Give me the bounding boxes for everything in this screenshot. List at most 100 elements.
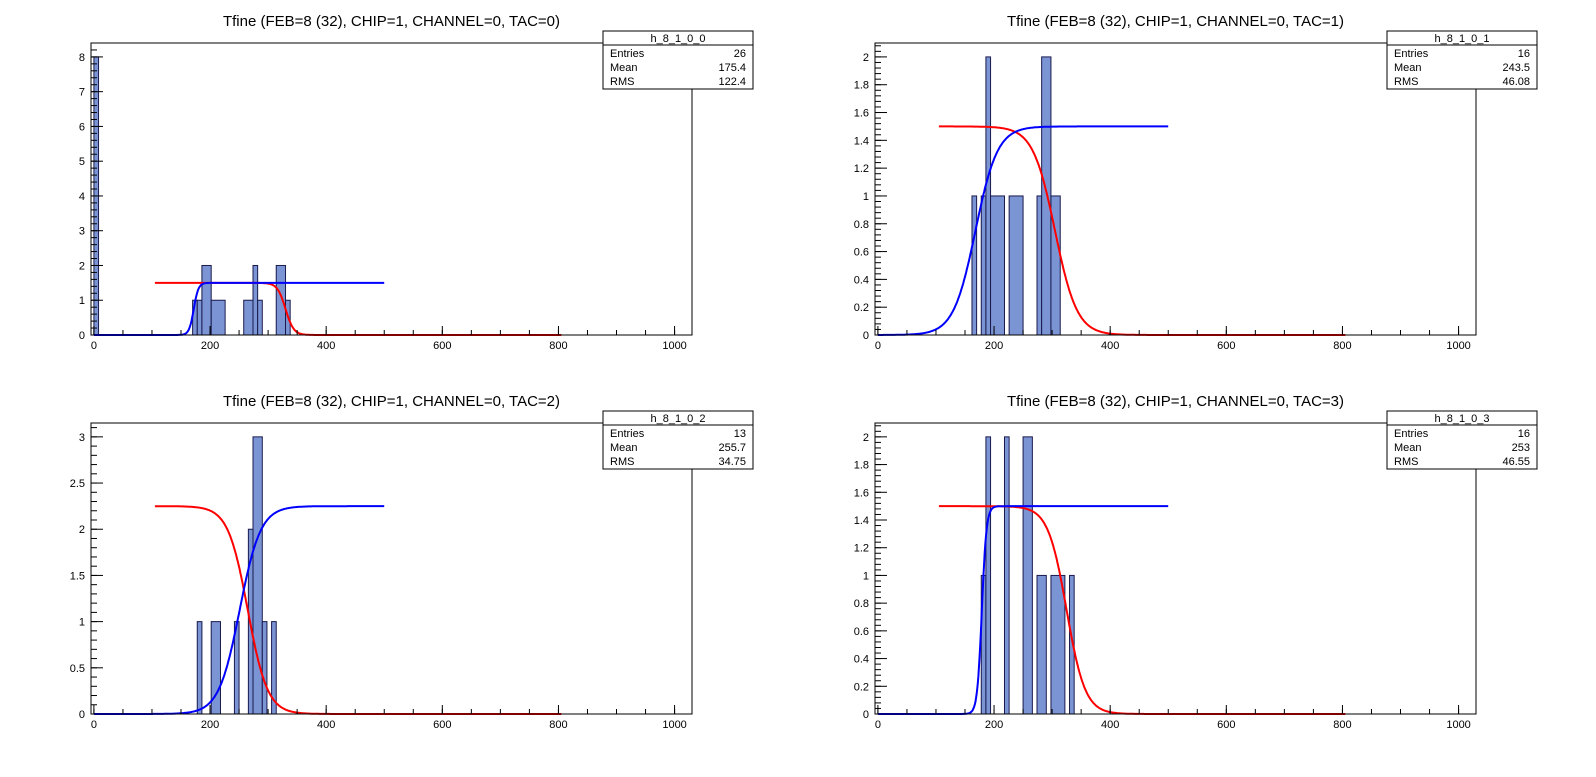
histogram-bin xyxy=(1008,195,1024,336)
chart-title: Tfine (FEB=8 (32), CHIP=1, CHANNEL=0, TA… xyxy=(1007,393,1344,410)
stats-value: 243.5 xyxy=(1502,62,1530,74)
histogram-bin xyxy=(257,299,263,336)
y-tick-label: 0 xyxy=(863,709,869,721)
stats-box xyxy=(1386,30,1538,90)
fit-curve-blue xyxy=(93,281,385,336)
y-tick-label: 3 xyxy=(79,226,85,238)
stats-label: Entries xyxy=(610,48,645,60)
y-tick-label: 0.6 xyxy=(854,626,869,638)
histogram-bin xyxy=(1022,436,1033,715)
y-tick-label: 1.2 xyxy=(854,163,869,175)
y-tick-label: 2.5 xyxy=(70,478,85,490)
x-tick-label: 800 xyxy=(1333,340,1351,352)
y-tick-label: 1.5 xyxy=(70,570,85,582)
chart-title: Tfine (FEB=8 (32), CHIP=1, CHANNEL=0, TA… xyxy=(1007,13,1344,30)
x-tick-label: 600 xyxy=(1217,719,1235,731)
stats-name: h_8_1_0_3 xyxy=(1434,413,1489,425)
stats-label: RMS xyxy=(1394,76,1418,88)
y-tick-label: 1 xyxy=(79,295,85,307)
chart-pane: Tfine (FEB=8 (32), CHIP=1, CHANNEL=0, TA… xyxy=(854,13,1538,352)
stats-box xyxy=(602,410,754,470)
y-tick-label: 1 xyxy=(863,570,869,582)
x-tick-label: 400 xyxy=(317,719,335,731)
histogram-bin xyxy=(990,195,1005,336)
x-tick-label: 200 xyxy=(201,340,219,352)
stats-value: 253 xyxy=(1512,442,1530,454)
histogram-bin xyxy=(980,195,987,336)
stats-value: 255.7 xyxy=(718,442,746,454)
y-tick-label: 1.6 xyxy=(854,108,869,120)
histogram-bin xyxy=(201,264,212,336)
x-tick-label: 0 xyxy=(91,340,97,352)
stats-name: h_8_1_0_1 xyxy=(1434,33,1489,45)
x-tick-label: 0 xyxy=(875,719,881,731)
histogram-bin xyxy=(1041,56,1052,336)
y-tick-label: 0.2 xyxy=(854,681,869,693)
plot-frame xyxy=(874,422,1477,715)
chart-pane: Tfine (FEB=8 (32), CHIP=1, CHANNEL=0, TA… xyxy=(79,13,754,352)
stats-value: 16 xyxy=(1518,428,1530,440)
histogram-bin xyxy=(275,264,287,336)
y-tick-label: 0 xyxy=(79,709,85,721)
histogram-bin xyxy=(243,299,254,336)
x-tick-label: 800 xyxy=(1333,719,1351,731)
x-tick-label: 1000 xyxy=(662,719,686,731)
y-tick-label: 2 xyxy=(863,52,869,64)
histogram-bin xyxy=(261,621,268,715)
histogram-bin xyxy=(210,299,226,336)
stats-label: RMS xyxy=(1394,456,1418,468)
stats-label: Entries xyxy=(610,428,645,440)
x-tick-label: 1000 xyxy=(662,340,686,352)
y-tick-label: 2 xyxy=(863,432,869,444)
stats-label: RMS xyxy=(610,456,634,468)
histogram-bin xyxy=(1050,574,1066,715)
y-tick-label: 0.6 xyxy=(854,247,869,259)
y-tick-label: 1.2 xyxy=(854,543,869,555)
x-tick-label: 600 xyxy=(433,340,451,352)
y-tick-label: 0.8 xyxy=(854,598,869,610)
histogram-bin xyxy=(971,195,978,336)
plot-frame xyxy=(874,42,1477,336)
y-tick-label: 0.5 xyxy=(70,663,85,675)
x-tick-label: 1000 xyxy=(1446,340,1470,352)
x-tick-label: 600 xyxy=(433,719,451,731)
fit-curve-blue xyxy=(877,125,1169,336)
x-tick-label: 200 xyxy=(985,719,1003,731)
stats-value: 122.4 xyxy=(718,76,746,88)
y-tick-label: 0.4 xyxy=(854,274,869,286)
chart-pane: Tfine (FEB=8 (32), CHIP=1, CHANNEL=0, TA… xyxy=(854,393,1538,731)
histogram-bin xyxy=(1036,574,1047,715)
y-tick-label: 1.6 xyxy=(854,487,869,499)
fit-curve-red xyxy=(938,505,1346,715)
chart-title: Tfine (FEB=8 (32), CHIP=1, CHANNEL=0, TA… xyxy=(223,393,560,410)
x-tick-label: 1000 xyxy=(1446,719,1470,731)
x-tick-label: 0 xyxy=(875,340,881,352)
y-tick-label: 1.8 xyxy=(854,80,869,92)
y-tick-label: 1.8 xyxy=(854,460,869,472)
chart-pane: Tfine (FEB=8 (32), CHIP=1, CHANNEL=0, TA… xyxy=(70,393,754,731)
y-tick-label: 2 xyxy=(79,524,85,536)
y-tick-label: 1 xyxy=(863,191,869,203)
y-tick-label: 2 xyxy=(79,260,85,272)
y-tick-label: 0.4 xyxy=(854,654,869,666)
plot-frame xyxy=(90,422,693,715)
x-tick-label: 400 xyxy=(317,340,335,352)
histogram-bin xyxy=(1003,436,1010,715)
histogram-bin xyxy=(985,436,992,715)
stats-value: 16 xyxy=(1518,48,1530,60)
y-tick-label: 7 xyxy=(79,87,85,99)
y-tick-label: 6 xyxy=(79,121,85,133)
y-tick-label: 4 xyxy=(79,191,85,203)
stats-label: Mean xyxy=(610,442,638,454)
stats-label: Mean xyxy=(610,62,638,74)
stats-label: Mean xyxy=(1394,442,1422,454)
plot-frame xyxy=(90,42,693,336)
y-tick-label: 1.4 xyxy=(854,135,869,147)
x-tick-label: 800 xyxy=(549,340,567,352)
y-tick-label: 8 xyxy=(79,52,85,64)
stats-value: 34.75 xyxy=(718,456,746,468)
y-tick-label: 5 xyxy=(79,156,85,168)
histogram-bin xyxy=(196,621,203,715)
